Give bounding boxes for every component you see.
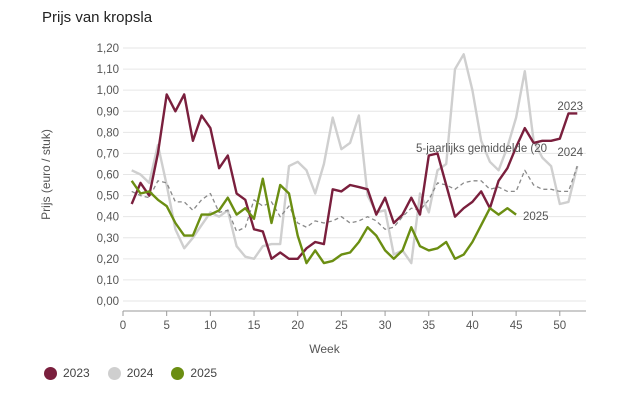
chart-title: Prijs van kropsla bbox=[42, 9, 153, 26]
series-label: 2023 bbox=[557, 101, 583, 113]
y-tick-label: 0,90 bbox=[97, 106, 119, 118]
legend-item-2025[interactable]: 2025 bbox=[171, 366, 217, 380]
x-axis-title: Week bbox=[309, 342, 340, 356]
series-line-2024 bbox=[131, 53, 579, 265]
line-chart: 0,00 0,10 0,20 0,30 0,40 0,50 0,60 0,70 0,80 0,90… bbox=[39, 43, 586, 356]
legend-label-2023: 2023 bbox=[63, 366, 90, 380]
x-tick-label: 0 bbox=[120, 320, 126, 332]
legend-swatch-2025 bbox=[171, 366, 185, 380]
y-tick-label: 1,20 bbox=[97, 43, 119, 55]
y-tick-label: 0,10 bbox=[97, 275, 119, 287]
x-tick-label: 40 bbox=[466, 320, 479, 332]
y-tick-label: 0,80 bbox=[97, 127, 119, 139]
legend-item-2024[interactable]: 2024 bbox=[107, 366, 154, 380]
y-tick-label: 0,70 bbox=[97, 148, 119, 160]
series-label: 2024 bbox=[557, 147, 583, 159]
y-axis-title: Prijs (euro / stuk) bbox=[39, 129, 53, 220]
series-labels: 2023 2024 2025 5-jaarlijks gemiddelde (20 bbox=[416, 101, 584, 223]
series-line-2025 bbox=[130, 177, 517, 265]
legend-swatch-2023 bbox=[44, 366, 57, 380]
series-label: 2025 bbox=[523, 211, 549, 223]
legend-label-2024: 2024 bbox=[126, 366, 154, 380]
series-lines bbox=[130, 53, 579, 265]
y-tick-label: 1,10 bbox=[97, 64, 119, 76]
x-tick-label: 50 bbox=[553, 320, 566, 332]
y-axis-ticks: 0,00 0,10 0,20 0,30 0,40 0,50 0,60 0,70 0,80 0,90… bbox=[97, 43, 119, 308]
y-tick-label: 0,60 bbox=[97, 170, 119, 182]
grid-lines bbox=[123, 47, 586, 312]
y-tick-label: 0,20 bbox=[97, 254, 119, 266]
x-tick-label: 35 bbox=[422, 320, 435, 332]
y-tick-label: 0,50 bbox=[97, 191, 119, 203]
x-tick-label: 20 bbox=[291, 320, 304, 332]
series-line-2023 bbox=[130, 93, 578, 260]
series-label: 5-jaarlijks gemiddelde (20 bbox=[416, 143, 547, 155]
x-tick-label: 45 bbox=[510, 320, 523, 332]
y-tick-label: 1,00 bbox=[97, 85, 119, 97]
legend: 2023 2024 2025 bbox=[44, 366, 217, 380]
y-tick-label: 0,40 bbox=[97, 212, 119, 224]
x-tick-label: 15 bbox=[248, 320, 261, 332]
x-tick-label: 30 bbox=[379, 320, 392, 332]
legend-swatch-2024 bbox=[107, 366, 121, 380]
x-tick-label: 25 bbox=[335, 320, 348, 332]
x-axis-ticks: 0 5 10 15 20 25 30 35 40 45 50 bbox=[120, 311, 566, 332]
x-tick-label: 5 bbox=[163, 320, 169, 332]
legend-label-2025: 2025 bbox=[190, 366, 218, 380]
x-tick-label: 10 bbox=[204, 320, 217, 332]
legend-item-2023[interactable]: 2023 bbox=[44, 366, 90, 380]
y-tick-label: 0,00 bbox=[97, 296, 119, 308]
series-line-average bbox=[131, 165, 578, 233]
y-tick-label: 0,30 bbox=[97, 233, 119, 245]
